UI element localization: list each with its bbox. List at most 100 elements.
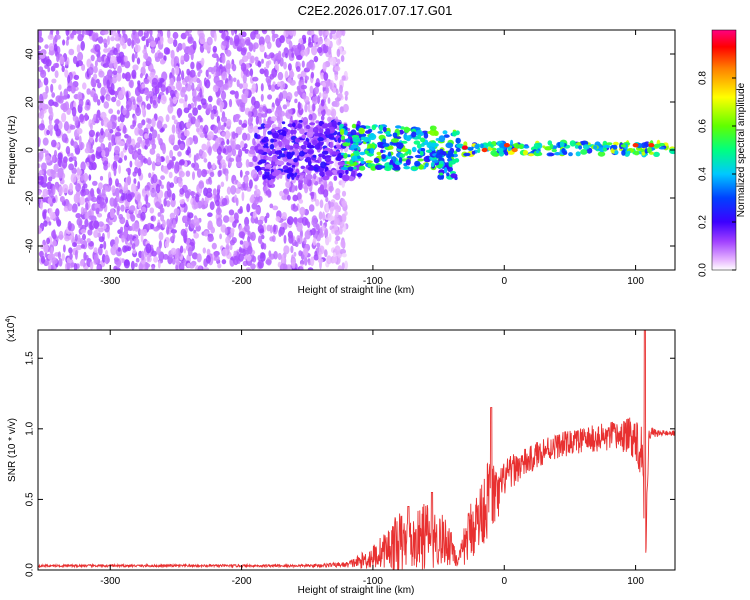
heatmap-cell (358, 133, 367, 138)
heatmap-cell (168, 171, 173, 179)
heatmap-cell (45, 85, 49, 94)
heatmap-cell (150, 188, 157, 198)
heatmap-cell (181, 42, 186, 50)
heatmap-cell (70, 173, 77, 184)
y-tick-label: 0.0 (25, 563, 36, 577)
heatmap-cell (217, 170, 222, 178)
heatmap-cell (110, 36, 115, 42)
heatmap-cell (405, 158, 411, 166)
heatmap-cell (45, 260, 49, 266)
snr-y-label: SNR (10 * v/v) (7, 418, 18, 482)
heatmap-cell (271, 155, 277, 162)
heatmap-cell (42, 137, 49, 146)
heatmap-cell (246, 203, 251, 213)
heatmap-cell (120, 226, 124, 232)
heatmap-cell (111, 96, 117, 103)
heatmap-cell (250, 31, 256, 40)
heatmap-cell (276, 160, 285, 166)
y-tick-label: 0 (25, 147, 36, 153)
heatmap-cell (38, 137, 41, 147)
heatmap-cell (160, 207, 165, 214)
heatmap-cell (247, 230, 251, 236)
heatmap-cell (70, 32, 74, 39)
heatmap-cell (274, 60, 279, 71)
heatmap-cell (145, 137, 150, 145)
heatmap-cell (317, 46, 323, 54)
heatmap-cell (143, 78, 150, 85)
heatmap-cell (360, 160, 365, 164)
heatmap-cell (90, 78, 97, 88)
heatmap-cell (369, 144, 374, 149)
heatmap-cell (157, 212, 162, 217)
heatmap-cell (97, 146, 102, 153)
heatmap-cell (95, 113, 99, 124)
heatmap-cell (80, 228, 87, 234)
heatmap-cell (166, 181, 171, 192)
heatmap-cell (239, 206, 243, 213)
heatmap-cell (507, 146, 512, 151)
heatmap-cell (172, 219, 176, 228)
heatmap-cell (118, 164, 121, 174)
colorbar: 0.0 0.2 0.4 0.6 0.8 Normalized spectral ampl… (698, 29, 747, 277)
heatmap-cell (387, 145, 394, 150)
heatmap-cell (433, 130, 439, 136)
heatmap-cell (403, 166, 411, 170)
heatmap-cell (308, 114, 313, 121)
heatmap-cell (151, 129, 158, 139)
spectrogram-y-label: Frequency (Hz) (7, 116, 18, 185)
heatmap-cell (172, 96, 178, 105)
heatmap-cell (262, 174, 267, 180)
heatmap-cell (252, 76, 259, 82)
heatmap-cell (329, 141, 334, 149)
heatmap-cell (292, 205, 299, 212)
y-tick-label: -40 (25, 238, 36, 253)
heatmap-cell (196, 77, 201, 84)
heatmap-cell (143, 89, 150, 96)
heatmap-cell (196, 168, 202, 178)
heatmap-cell (244, 224, 250, 233)
heatmap-cell (146, 123, 152, 130)
heatmap-cell (145, 243, 152, 254)
heatmap-cell (162, 144, 166, 155)
heatmap-cell (53, 43, 58, 52)
snr-y-multiplier-close: ) (6, 315, 17, 318)
heatmap-cell (137, 80, 141, 86)
heatmap-cell (135, 142, 141, 149)
heatmap-cell (283, 139, 290, 146)
colorbar-tick-label: 0.6 (698, 119, 709, 133)
heatmap-cell (236, 161, 243, 168)
heatmap-cell (336, 48, 341, 58)
heatmap-cell (82, 233, 86, 241)
heatmap-cell (41, 162, 47, 171)
heatmap-cell (137, 181, 141, 190)
heatmap-cell (75, 194, 80, 203)
heatmap-region (455, 139, 675, 158)
heatmap-cell (297, 238, 301, 243)
heatmap-cell (228, 209, 235, 216)
colorbar-tick-label: 0.2 (698, 215, 709, 229)
heatmap-cell (398, 143, 403, 150)
heatmap-cell (400, 140, 408, 144)
heatmap-peak (503, 143, 510, 148)
heatmap-cell (316, 242, 321, 248)
heatmap-cell (255, 206, 261, 215)
heatmap-cell (308, 204, 315, 212)
heatmap-cell (448, 160, 456, 165)
heatmap-cell (249, 68, 254, 77)
heatmap-cell (209, 171, 215, 178)
heatmap-cell (171, 156, 176, 162)
heatmap-cell (324, 156, 331, 163)
heatmap-cell (180, 228, 187, 237)
heatmap-cell (334, 245, 341, 255)
heatmap-cell (445, 142, 454, 149)
heatmap-cell (292, 108, 296, 114)
heatmap-cell (288, 169, 293, 173)
heatmap-cell (187, 212, 194, 219)
heatmap-cell (218, 30, 224, 34)
heatmap-cell (198, 180, 204, 189)
heatmap-cell (87, 66, 94, 76)
heatmap-cell (163, 198, 167, 207)
heatmap-cell (78, 135, 82, 145)
heatmap-cell (192, 200, 196, 206)
heatmap-cell (291, 164, 296, 168)
